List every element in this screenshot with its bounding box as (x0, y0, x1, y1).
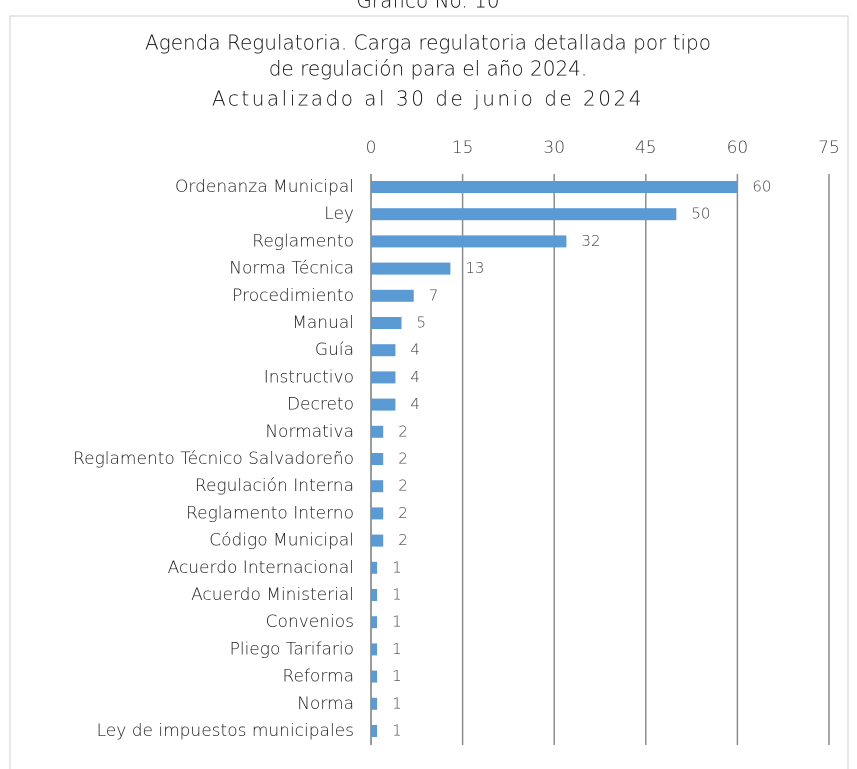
y-tick-label: Normativa (265, 422, 354, 442)
bar (371, 507, 384, 520)
y-tick-label: Norma (297, 694, 354, 714)
chart-title: de regulación para el año 2024. (269, 57, 588, 81)
y-tick-label: Ley de impuestos municipales (97, 721, 354, 741)
value-label: 1 (392, 586, 402, 604)
bar (371, 208, 677, 221)
y-tick-label: Acuerdo Internacional (168, 558, 354, 578)
value-label: 1 (392, 694, 402, 712)
y-tick-label: Guía (315, 340, 354, 360)
y-tick-label: Convenios (266, 612, 354, 632)
y-tick-label: Norma Técnica (229, 259, 354, 279)
value-label: 1 (392, 558, 402, 576)
y-tick-label: Reglamento (252, 231, 354, 251)
value-label: 1 (392, 640, 402, 658)
bar (371, 289, 414, 302)
value-label: 2 (398, 504, 408, 522)
y-tick-label: Manual (292, 313, 354, 333)
y-tick-label: Código Municipal (209, 531, 354, 551)
bar (371, 589, 378, 601)
value-label: 32 (581, 232, 600, 250)
x-tick-label: 45 (635, 138, 657, 158)
y-tick-label: Reglamento Interno (186, 503, 354, 523)
y-tick-label: Procedimiento (232, 286, 354, 306)
bar (371, 697, 378, 710)
chart-title: Agenda Regulatoria. Carga regulatoria de… (145, 31, 711, 55)
value-label: 2 (398, 450, 408, 468)
bar (371, 453, 384, 465)
bar (371, 262, 451, 275)
value-label: 4 (410, 395, 420, 413)
y-tick-label: Instructivo (264, 367, 354, 387)
x-tick-label: 60 (727, 138, 749, 158)
value-label: 5 (417, 314, 427, 332)
bar (371, 561, 378, 574)
y-tick-label: Pliego Tarifario (230, 639, 354, 659)
chart-heading: Gráfico No. 10 (356, 0, 499, 13)
value-label: 2 (398, 477, 408, 495)
bar (371, 616, 378, 629)
chart-subtitle: Actualizado al 30 de junio de 2024 (212, 87, 644, 111)
bar (371, 643, 378, 656)
bar (371, 181, 738, 193)
bar (371, 235, 567, 248)
bar (371, 371, 396, 384)
value-label: 2 (398, 531, 408, 549)
value-label: 60 (752, 178, 771, 196)
value-label: 1 (392, 722, 402, 740)
bar (371, 670, 378, 683)
y-tick-label: Ley (324, 204, 354, 224)
bar (371, 317, 402, 329)
value-label: 7 (429, 286, 439, 304)
value-label: 1 (392, 667, 402, 685)
value-label: 50 (691, 205, 710, 223)
value-label: 4 (410, 341, 420, 359)
bar (371, 534, 384, 547)
x-tick-label: 0 (366, 138, 377, 158)
x-tick-label: 30 (543, 138, 565, 158)
y-tick-label: Acuerdo Ministerial (191, 585, 354, 605)
value-label: 1 (392, 613, 402, 631)
value-label: 2 (398, 422, 408, 440)
y-tick-label: Decreto (287, 395, 354, 415)
y-tick-label: Ordenanza Municipal (175, 177, 354, 197)
value-label: 4 (410, 368, 420, 386)
x-tick-label: 15 (452, 138, 474, 158)
bar (371, 725, 378, 737)
bar (371, 480, 384, 493)
bar (371, 344, 396, 357)
x-tick-label: 75 (818, 138, 840, 158)
y-tick-label: Regulación Interna (195, 476, 354, 496)
bar (371, 425, 384, 438)
y-tick-label: Reglamento Técnico Salvadoreño (73, 449, 354, 469)
y-tick-label: Reforma (282, 667, 354, 687)
value-label: 13 (465, 259, 484, 277)
bar (371, 398, 396, 411)
chart-frame (9, 15, 849, 769)
